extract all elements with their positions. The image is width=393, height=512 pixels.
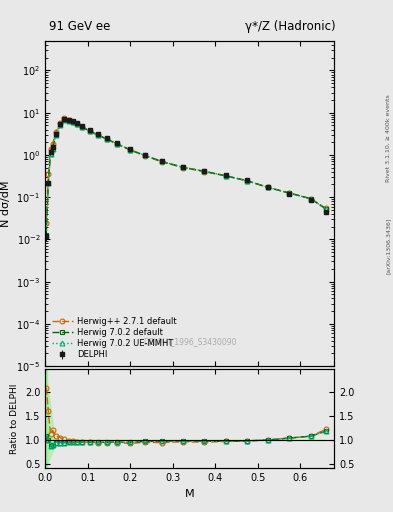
Herwig++ 2.7.1 default [58,120,62,126]
Herwig++ 2.7.1 default [46,171,51,177]
Herwig 7.0.2 UE-MMHT [105,136,109,142]
Herwig 7.0.2 default [46,180,51,186]
Herwig 7.0.2 default [44,231,49,238]
Herwig++ 2.7.1 default [143,153,147,159]
Line: Herwig 7.0.2 default: Herwig 7.0.2 default [44,117,328,237]
Herwig 7.0.2 UE-MMHT [160,158,164,164]
Herwig++ 2.7.1 default [128,147,132,153]
Y-axis label: Ratio to DELPHI: Ratio to DELPHI [10,383,19,454]
Herwig 7.0.2 UE-MMHT [62,117,67,123]
Legend: Herwig++ 2.7.1 default, Herwig 7.0.2 default, Herwig 7.0.2 UE-MMHT, DELPHI: Herwig++ 2.7.1 default, Herwig 7.0.2 def… [50,315,179,362]
Herwig++ 2.7.1 default [115,141,120,147]
Herwig 7.0.2 UE-MMHT [128,146,132,153]
Herwig++ 2.7.1 default [105,136,109,142]
Herwig 7.0.2 default [287,190,292,196]
Herwig++ 2.7.1 default [70,119,75,125]
Herwig 7.0.2 default [66,118,71,124]
Herwig 7.0.2 default [128,146,132,153]
Herwig++ 2.7.1 default [50,141,55,147]
Herwig++ 2.7.1 default [96,132,101,138]
Herwig++ 2.7.1 default [323,205,328,211]
Herwig 7.0.2 UE-MMHT [244,178,249,184]
Herwig++ 2.7.1 default [44,220,49,226]
Herwig 7.0.2 UE-MMHT [266,184,270,190]
Herwig++ 2.7.1 default [75,121,79,127]
Herwig++ 2.7.1 default [48,146,53,153]
Text: γ*/Z (Hadronic): γ*/Z (Hadronic) [245,20,336,33]
Text: Rivet 3.1.10, ≥ 400k events: Rivet 3.1.10, ≥ 400k events [386,94,391,182]
Herwig 7.0.2 default [70,119,75,125]
Herwig 7.0.2 UE-MMHT [287,190,292,196]
X-axis label: M: M [185,489,195,499]
Herwig 7.0.2 UE-MMHT [53,132,58,138]
Herwig 7.0.2 default [50,146,55,153]
Herwig 7.0.2 default [223,173,228,179]
Line: Herwig 7.0.2 UE-MMHT: Herwig 7.0.2 UE-MMHT [44,117,328,237]
Herwig++ 2.7.1 default [223,173,228,179]
Herwig 7.0.2 UE-MMHT [75,121,79,127]
Herwig 7.0.2 default [105,136,109,142]
Herwig 7.0.2 UE-MMHT [80,124,85,130]
Herwig++ 2.7.1 default [62,115,67,121]
Herwig 7.0.2 UE-MMHT [70,119,75,125]
Herwig 7.0.2 default [75,121,79,127]
Herwig 7.0.2 UE-MMHT [309,196,313,202]
Herwig 7.0.2 UE-MMHT [323,206,328,212]
Herwig++ 2.7.1 default [87,129,92,135]
Herwig 7.0.2 default [181,164,185,170]
Herwig 7.0.2 default [96,132,101,138]
Herwig 7.0.2 UE-MMHT [46,180,51,186]
Herwig 7.0.2 default [48,151,53,157]
Herwig++ 2.7.1 default [53,129,58,135]
Text: 91 GeV ee: 91 GeV ee [49,20,110,33]
Herwig++ 2.7.1 default [160,159,164,165]
Line: Herwig++ 2.7.1 default: Herwig++ 2.7.1 default [44,116,328,225]
Herwig 7.0.2 UE-MMHT [58,122,62,128]
Bar [45,369,47,468]
Herwig 7.0.2 default [143,153,147,159]
Herwig++ 2.7.1 default [80,124,85,130]
Herwig 7.0.2 UE-MMHT [96,132,101,138]
Herwig 7.0.2 default [58,122,62,128]
Herwig 7.0.2 default [202,168,207,175]
Herwig 7.0.2 UE-MMHT [87,128,92,134]
Herwig 7.0.2 default [323,206,328,212]
Text: [arXiv:1306.3436]: [arXiv:1306.3436] [386,218,391,274]
Herwig 7.0.2 UE-MMHT [115,141,120,147]
Herwig 7.0.2 default [80,124,85,130]
Herwig 7.0.2 default [266,184,270,190]
Herwig 7.0.2 UE-MMHT [202,168,207,175]
Herwig++ 2.7.1 default [66,117,71,123]
Herwig 7.0.2 UE-MMHT [181,164,185,170]
Herwig++ 2.7.1 default [181,164,185,170]
Herwig 7.0.2 UE-MMHT [50,146,55,153]
Text: DELPHI_1996_S3430090: DELPHI_1996_S3430090 [143,337,236,347]
Herwig 7.0.2 default [115,141,120,147]
Herwig 7.0.2 default [87,128,92,134]
Herwig 7.0.2 UE-MMHT [48,151,53,157]
Herwig 7.0.2 default [160,158,164,164]
Herwig++ 2.7.1 default [202,168,207,175]
Herwig 7.0.2 UE-MMHT [66,118,71,124]
Herwig 7.0.2 default [62,117,67,123]
Herwig 7.0.2 UE-MMHT [44,231,49,238]
Herwig 7.0.2 default [309,196,313,202]
Herwig++ 2.7.1 default [309,196,313,202]
Herwig++ 2.7.1 default [266,184,270,190]
Y-axis label: N dσ/dM: N dσ/dM [0,180,11,227]
Herwig 7.0.2 UE-MMHT [143,153,147,159]
Herwig 7.0.2 UE-MMHT [223,173,228,179]
Herwig 7.0.2 default [244,178,249,184]
Herwig 7.0.2 default [53,132,58,138]
Herwig++ 2.7.1 default [244,178,249,184]
Herwig++ 2.7.1 default [287,190,292,196]
